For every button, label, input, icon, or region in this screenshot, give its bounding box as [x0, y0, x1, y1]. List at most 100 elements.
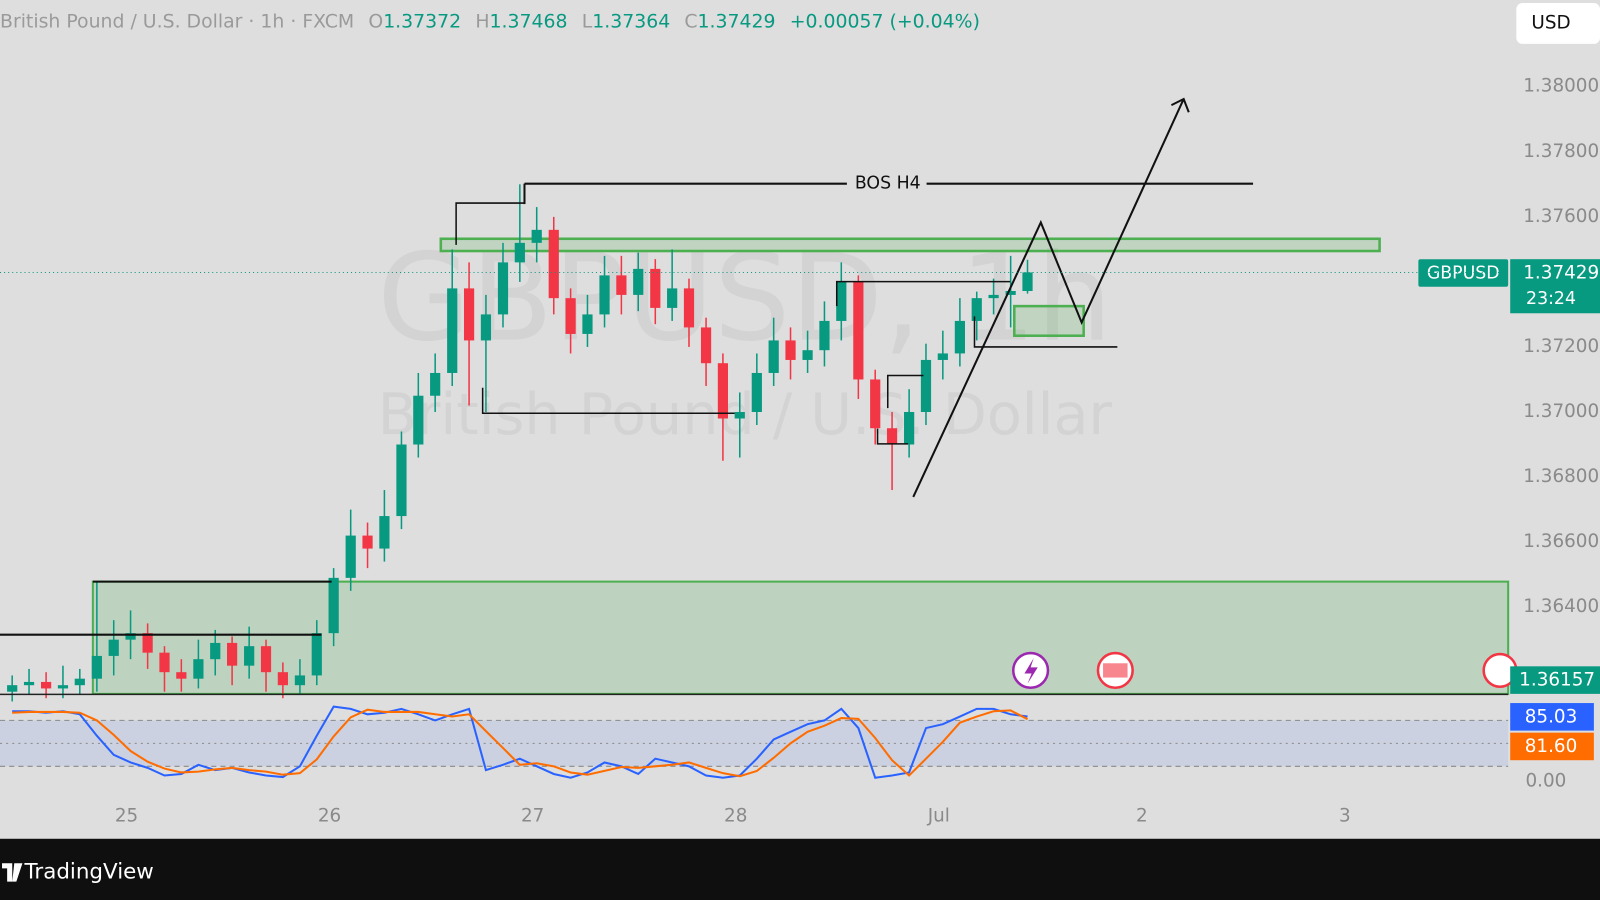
- candle-body: [1022, 272, 1033, 291]
- candle-body: [650, 268, 661, 308]
- candle-body: [91, 655, 102, 679]
- structure-line: [835, 280, 1011, 307]
- candle-body: [244, 646, 255, 666]
- price-tag: [1510, 259, 1600, 314]
- drawings: [0, 97, 1254, 636]
- candle-body: [40, 681, 52, 689]
- ohlc-value: 1.37372: [383, 10, 461, 32]
- candle-body: [531, 229, 542, 243]
- price-tags: GBPUSD 1.37429 23:24 1.36157 85.03 81.60: [1418, 259, 1600, 761]
- oscillator-line: [12, 705, 1028, 779]
- y-tick-label: 1.36600: [1523, 531, 1599, 552]
- candle-body: [447, 288, 458, 373]
- structure-line: [973, 316, 1118, 348]
- y-tick-label: 1.38000: [1523, 76, 1599, 97]
- candle-body: [853, 281, 864, 380]
- y-tick-label: 1.37600: [1523, 206, 1599, 227]
- candle-body: [920, 359, 932, 412]
- currency-button[interactable]: [1516, 3, 1600, 44]
- candle-body: [937, 353, 948, 360]
- candle-body: [1005, 290, 1016, 295]
- structure-line: [886, 374, 924, 409]
- candle-body: [379, 516, 390, 549]
- annotation-bg: [846, 171, 927, 196]
- candle-body: [802, 350, 813, 360]
- y2-tick-label: 0.00: [1525, 771, 1566, 792]
- value-tag: [1510, 703, 1594, 731]
- symbol-tag: [1418, 259, 1509, 287]
- x-tick-label: 2: [1136, 805, 1148, 826]
- countdown: 23:24: [1526, 289, 1576, 309]
- candle-body: [700, 327, 712, 364]
- ohlc-label: L: [582, 10, 593, 32]
- candle-body: [904, 411, 915, 445]
- candle-body: [260, 646, 272, 673]
- footer: [0, 838, 1600, 900]
- symbol-label: GBPUSD: [1427, 263, 1500, 283]
- candle-body: [514, 242, 525, 263]
- candle-body: [683, 288, 695, 328]
- level-tag: [1510, 666, 1600, 694]
- candle-body: [108, 639, 119, 656]
- candle-body: [362, 535, 373, 549]
- event-icon: [1103, 663, 1128, 678]
- annotation: BOS H4: [855, 174, 921, 194]
- event-icons: [1011, 651, 1518, 690]
- candle-body: [277, 672, 288, 686]
- candle-body: [294, 675, 306, 686]
- watermark-name: British Pound / U.S. Dollar: [378, 382, 1113, 448]
- y-tick-label: 1.37000: [1523, 401, 1599, 422]
- candle-body: [480, 314, 492, 341]
- ohlc-label: H: [475, 10, 489, 32]
- candle-body: [497, 262, 509, 315]
- candle-body: [836, 281, 847, 321]
- candle-body: [565, 298, 576, 334]
- candle-body: [751, 372, 762, 412]
- candle-body: [768, 340, 779, 373]
- entry-zone: [1013, 304, 1085, 337]
- candle-body: [193, 659, 204, 679]
- structure-line: [481, 387, 735, 415]
- candles: [7, 184, 1033, 702]
- price-axis: USD 1.38000 1.37800 1.37600 1.37200 1.37000 1…: [1516, 3, 1600, 792]
- x-tick-label: 27: [521, 805, 544, 826]
- candle-body: [176, 672, 187, 679]
- candle-body: [886, 428, 898, 445]
- event-icon: [1024, 658, 1038, 684]
- currency[interactable]: USD: [1531, 12, 1570, 33]
- candle-body: [125, 633, 136, 640]
- value-tag-label: 85.03: [1525, 706, 1578, 727]
- candle-body: [954, 320, 965, 354]
- time-axis: 25 26 27 28 Jul 2 3: [115, 805, 1351, 826]
- value-tag: [1510, 732, 1594, 761]
- ohlc-label: C: [684, 10, 697, 32]
- x-tick-label: 3: [1339, 805, 1351, 826]
- candle-body: [717, 363, 729, 419]
- x-tick-label: 25: [115, 805, 138, 826]
- candle-body: [819, 320, 830, 351]
- candle-body: [57, 685, 69, 689]
- change: +0.00057 (+0.04%): [790, 10, 980, 32]
- oscillator-line: [12, 708, 1029, 778]
- value-tag-label: 81.60: [1525, 736, 1578, 757]
- candle-body: [74, 678, 85, 686]
- candle-body: [548, 229, 559, 299]
- candle-body: [142, 633, 153, 653]
- logo: [2, 863, 23, 882]
- candle-body: [413, 395, 424, 445]
- candle-body: [616, 275, 627, 295]
- level-label: 1.36157: [1519, 670, 1595, 691]
- x-tick-label: 26: [318, 805, 341, 826]
- structure-line: [455, 202, 525, 245]
- x-tick-label: 28: [724, 805, 747, 826]
- candle-body: [159, 652, 170, 673]
- y-tick-label: 1.37200: [1523, 336, 1599, 357]
- structure-line: [876, 428, 909, 445]
- candle-body: [870, 379, 881, 429]
- candle-body: [785, 340, 796, 360]
- candle-body: [23, 681, 35, 686]
- y-tick-label: 1.37800: [1523, 141, 1599, 162]
- candle-body: [7, 685, 18, 692]
